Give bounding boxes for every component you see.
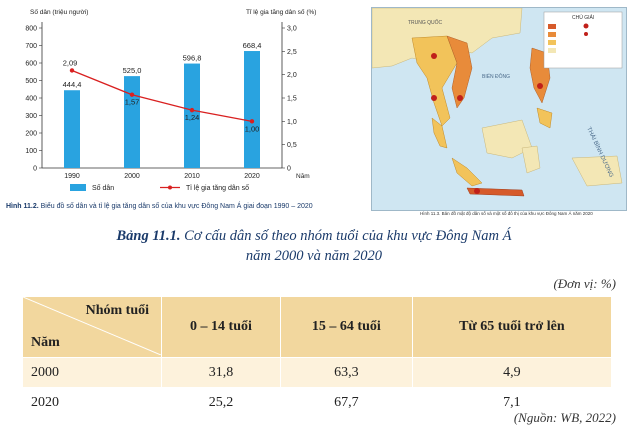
legend-swatch-bar xyxy=(70,184,86,191)
y2-tick-label: 0,5 xyxy=(287,142,297,149)
y2-tick-label: 1,5 xyxy=(287,96,297,103)
bar xyxy=(184,63,200,169)
bar-data-label: 596,8 xyxy=(183,54,202,63)
table-row: 2000 31,8 63,3 4,9 xyxy=(22,357,613,388)
bar xyxy=(64,90,80,168)
table-source: (Nguồn: WB, 2022) xyxy=(513,410,616,425)
y-tick-label: 800 xyxy=(25,26,37,33)
line-data-label: 1,24 xyxy=(185,113,200,122)
row-year: 2000 xyxy=(22,357,162,388)
age-structure-table: Nhóm tuổi Năm 0 – 14 tuổi 15 – 64 tuổi T… xyxy=(22,296,613,418)
x-tick-label: 2000 xyxy=(124,173,140,180)
corner-top-label: Nhóm tuổi xyxy=(85,303,149,318)
city-marker-icon xyxy=(537,83,543,89)
table-unit: (Đơn vị: %) xyxy=(553,276,616,291)
line-data-label: 1,57 xyxy=(125,98,140,107)
table-cell: 25,2 xyxy=(161,387,281,418)
city-marker-icon xyxy=(474,188,480,194)
y-tick-label: 100 xyxy=(25,148,37,155)
table-cell: 7,1 xyxy=(411,387,613,418)
diagonal-line-icon xyxy=(23,297,161,355)
y2-axis-label: Tỉ lệ gia tăng dân số (%) xyxy=(246,7,316,16)
city-marker-icon xyxy=(457,95,463,101)
column-header: 0 – 14 tuổi xyxy=(161,296,281,358)
table-cell: 67,7 xyxy=(279,387,413,418)
y2-tick-label: 3,0 xyxy=(287,26,297,33)
table-cell: 31,8 xyxy=(161,357,281,388)
population-density-map: CHÚ GIẢI TRUNG QUỐC BIỂN ĐÔNG THÁI BÌNH … xyxy=(371,7,627,211)
column-header: 15 – 64 tuổi xyxy=(279,296,413,358)
figure-caption: Hình 11.2. Biểu đồ số dân và tỉ lệ gia t… xyxy=(6,203,313,210)
x-axis-label: Năm xyxy=(296,173,310,180)
y2-tick-label: 0 xyxy=(287,166,291,173)
city-marker-icon xyxy=(431,95,437,101)
map-legend-title: CHÚ GIẢI xyxy=(572,14,594,21)
x-tick-label: 2020 xyxy=(244,173,260,180)
table-corner-header: Nhóm tuổi Năm xyxy=(22,296,162,358)
table-cell: 4,9 xyxy=(411,357,613,388)
row-year: 2020 xyxy=(22,387,162,418)
bar xyxy=(244,51,260,168)
bar xyxy=(124,76,140,168)
y-tick-label: 300 xyxy=(25,113,37,120)
y-tick-label: 200 xyxy=(25,131,37,138)
y-tick-label: 0 xyxy=(33,166,37,173)
growth-rate-line xyxy=(71,69,253,122)
line-point xyxy=(189,107,195,113)
y-axis-label: Số dân (triệu người) xyxy=(30,7,88,16)
figure-caption-label: Hình 11.2. xyxy=(6,203,39,210)
map-svg: CHÚ GIẢI TRUNG QUỐC BIỂN ĐÔNG THÁI BÌNH … xyxy=(372,8,623,197)
line-point xyxy=(249,119,255,124)
bar-data-label: 668,4 xyxy=(243,41,262,50)
y-tick-label: 400 xyxy=(25,96,37,103)
y2-tick-label: 1,0 xyxy=(287,119,297,126)
map-label-china: TRUNG QUỐC xyxy=(408,19,443,26)
y-tick-label: 600 xyxy=(25,61,37,68)
line-point xyxy=(69,68,75,73)
map-caption: Hình 11.3. Bản đồ mật độ dân số và một s… xyxy=(420,211,593,216)
x-tick-label: 1990 xyxy=(64,173,80,180)
legend-label-line: Tỉ lệ gia tăng dân số xyxy=(186,183,249,192)
line-data-label: 2,09 xyxy=(63,58,78,67)
city-marker-icon xyxy=(431,53,437,59)
y-tick-label: 700 xyxy=(25,43,37,50)
legend-swatch-point xyxy=(168,185,172,190)
y2-tick-label: 2,5 xyxy=(287,49,297,56)
bar-data-label: 525,0 xyxy=(123,66,142,75)
legend-label-bar: Số dân xyxy=(92,183,114,192)
table-row: 2020 25,2 67,7 7,1 xyxy=(22,387,613,418)
table-title-text: Cơ cấu dân số theo nhóm tuổi của khu vực… xyxy=(180,228,512,244)
column-header: Từ 65 tuổi trở lên xyxy=(411,296,613,358)
table-cell: 63,3 xyxy=(279,357,413,388)
x-tick-label: 2010 xyxy=(184,173,200,180)
map-label-sea: BIỂN ĐÔNG xyxy=(482,73,510,80)
table-title: Bảng 11.1. Cơ cấu dân số theo nhóm tuổi … xyxy=(0,228,628,245)
chart-svg: Số dân (triệu người) Tỉ lệ gia tăng dân … xyxy=(25,7,316,192)
figure-caption-text: Biểu đồ số dân và tỉ lệ gia tăng dân số … xyxy=(38,203,313,210)
table-title-label: Bảng 11.1. xyxy=(116,228,181,244)
line-data-label: 1,00 xyxy=(245,124,260,133)
population-chart: Số dân (triệu người) Tỉ lệ gia tăng dân … xyxy=(0,0,360,215)
line-point xyxy=(129,92,135,97)
y-tick-label: 500 xyxy=(25,78,37,85)
bar-data-label: 444,4 xyxy=(63,80,82,89)
y2-tick-label: 2,0 xyxy=(287,72,297,79)
corner-bottom-label: Năm xyxy=(31,335,60,350)
table-title-line2: năm 2000 và năm 2020 xyxy=(245,248,383,264)
